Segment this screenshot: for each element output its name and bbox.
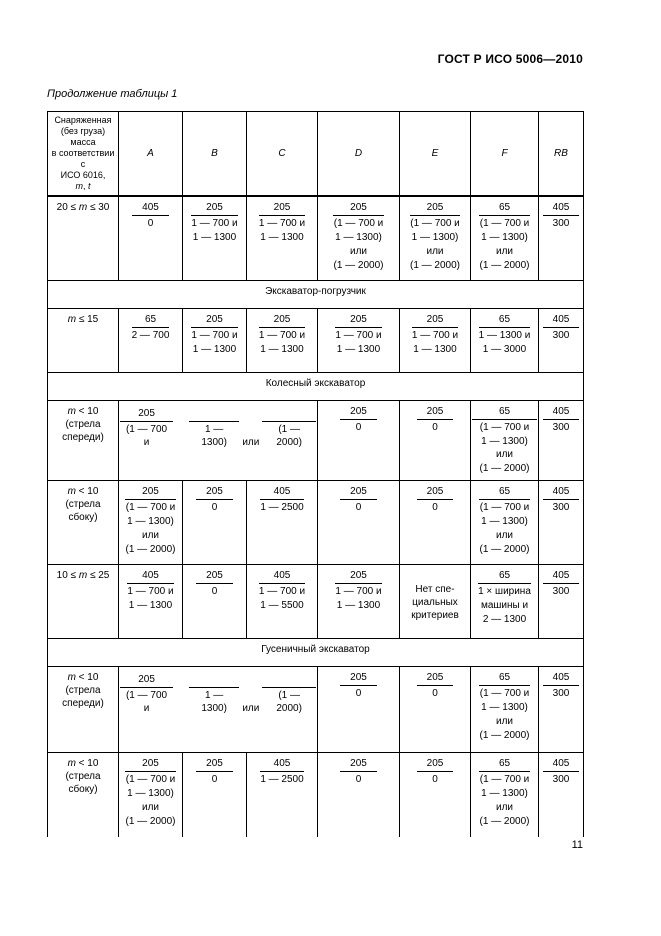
- document-code: ГОСТ Р ИСО 5006—2010: [437, 52, 583, 66]
- data-cell: 405 300: [538, 666, 584, 753]
- data-cell: 205 0: [182, 564, 247, 639]
- row-label-cell: m < 10 (стрела сбоку): [47, 752, 119, 837]
- section-row: Колесный экскаватор: [47, 372, 584, 401]
- data-cell: 205 0: [317, 480, 400, 565]
- section-label: Гусеничный экскаватор: [47, 638, 584, 667]
- column-header-b: B: [182, 111, 247, 197]
- data-cell: 205 0: [317, 666, 400, 753]
- row-label-cell: m < 10 (стрела сбоку): [47, 480, 119, 565]
- data-cell: 205 0: [317, 752, 400, 837]
- data-cell: 405 300: [538, 564, 584, 639]
- row-label-cell: m ≤ 15: [47, 308, 119, 373]
- table-body: Снаряженная (без груза) масса в соответстви…: [47, 111, 584, 837]
- data-cell: 205 0: [399, 666, 471, 753]
- data-cell: 205 0: [182, 480, 247, 565]
- data-cell: 205 0: [317, 400, 400, 481]
- page-number: 11: [571, 839, 583, 851]
- column-header-f: F: [470, 111, 539, 197]
- data-cell: 405 0: [118, 195, 183, 281]
- row-label-cell: m < 10 (стрела спереди): [47, 666, 119, 753]
- section-row: Гусеничный экскаватор: [47, 638, 584, 667]
- data-cell: 205 0: [399, 752, 471, 837]
- table-header-row: Снаряженная (без груза) масса в соответстви…: [47, 111, 584, 197]
- mass-column-header: Снаряженная (без груза) масса в соответстви…: [47, 111, 119, 197]
- data-cell: 405 300: [538, 308, 584, 373]
- section-label: Экскаватор-погрузчик: [47, 280, 584, 309]
- column-header-rb: RB: [538, 111, 584, 197]
- data-cell: 205 0: [399, 480, 471, 565]
- row-label-cell: 20 ≤ m ≤ 30: [47, 195, 119, 281]
- table-caption: Продолжение таблицы 1: [47, 88, 178, 100]
- data-cell: 205 0: [399, 400, 471, 481]
- data-cell: Нет спе-циальных критериев: [399, 564, 471, 639]
- standard-table: Снаряженная (без груза) масса в соответстви…: [47, 111, 584, 837]
- data-cell: 405 300: [538, 752, 584, 837]
- section-label: Колесный экскаватор: [47, 372, 584, 401]
- column-header-d: D: [317, 111, 400, 197]
- data-cell: 205 0: [182, 752, 247, 837]
- row-label-cell: m < 10 (стрела спереди): [47, 400, 119, 481]
- row-label-cell: 10 ≤ m ≤ 25: [47, 564, 119, 639]
- data-cell: 405 300: [538, 195, 584, 281]
- data-cell: 405 1 — 2500: [246, 752, 318, 837]
- data-cell: 65 2 — 700: [118, 308, 183, 373]
- column-header-c: C: [246, 111, 318, 197]
- section-row: Экскаватор-погрузчик: [47, 280, 584, 309]
- data-cell: 405 1 — 2500: [246, 480, 318, 565]
- data-cell: 405 300: [538, 400, 584, 481]
- column-header-e: E: [399, 111, 471, 197]
- column-header-a: A: [118, 111, 183, 197]
- data-cell: 405 300: [538, 480, 584, 565]
